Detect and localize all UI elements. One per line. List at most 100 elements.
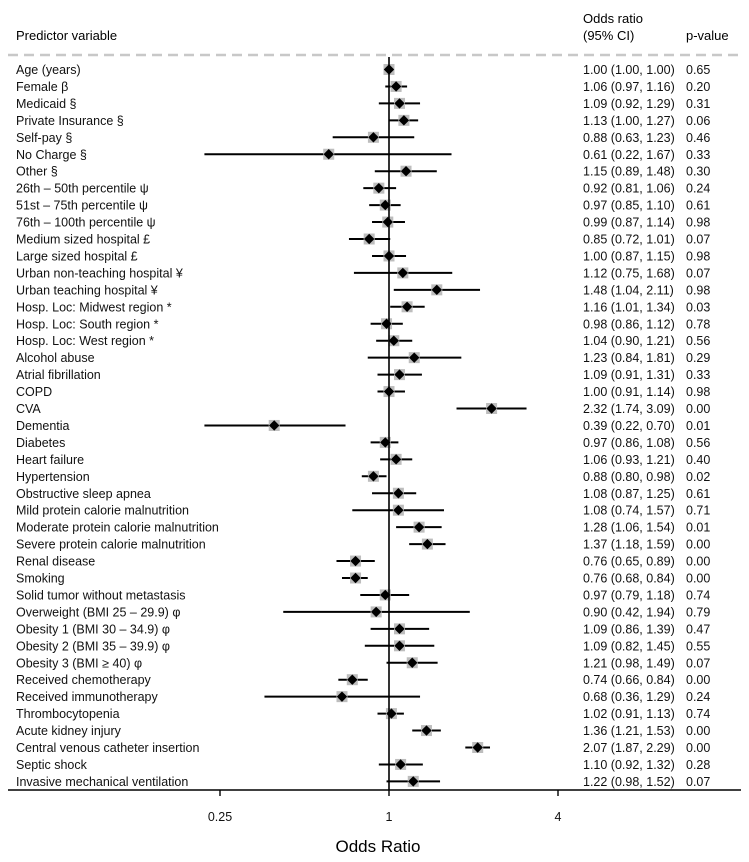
odds-ratio-marker bbox=[486, 403, 497, 414]
row-label: Solid tumor without metastasis bbox=[16, 588, 186, 602]
row-or-ci: 1.06 (0.97, 1.16) bbox=[583, 80, 675, 94]
odds-ratio-marker bbox=[397, 267, 409, 279]
forest-row: Overweight (BMI 25 – 29.9) φ 0.90 (0.42, … bbox=[16, 605, 710, 619]
odds-ratio-marker bbox=[407, 657, 418, 668]
odds-ratio-marker bbox=[400, 166, 412, 177]
row-p-value: 0.61 bbox=[686, 199, 710, 213]
row-p-value: 0.03 bbox=[686, 300, 710, 314]
row-label: Age (years) bbox=[16, 63, 81, 77]
row-or-ci: 1.12 (0.75, 1.68) bbox=[583, 266, 675, 280]
forest-row: Age (years) 1.00 (1.00, 1.00) 0.65 bbox=[16, 63, 710, 77]
row-p-value: 0.61 bbox=[686, 487, 710, 501]
odds-ratio-marker bbox=[409, 352, 420, 363]
row-p-value: 0.46 bbox=[686, 131, 710, 145]
header-p-value: p-value bbox=[686, 28, 729, 43]
odds-ratio-marker bbox=[350, 572, 361, 584]
row-or-ci: 0.99 (0.87, 1.14) bbox=[583, 216, 675, 230]
row-or-ci: 0.98 (0.86, 1.12) bbox=[583, 317, 675, 331]
row-label: Severe protein calorie malnutrition bbox=[16, 538, 206, 552]
row-or-ci: 1.09 (0.91, 1.31) bbox=[583, 368, 675, 382]
forest-row: Dementia 0.39 (0.22, 0.70) 0.01 bbox=[16, 419, 710, 433]
forest-row: Female β 1.06 (0.97, 1.16) 0.20 bbox=[16, 80, 710, 94]
row-p-value: 0.00 bbox=[686, 402, 710, 416]
row-p-value: 0.74 bbox=[686, 588, 710, 602]
row-p-value: 0.29 bbox=[686, 351, 710, 365]
row-or-ci: 0.97 (0.79, 1.18) bbox=[583, 588, 675, 602]
forest-row: Hosp. Loc: West region * 1.04 (0.90, 1.21… bbox=[16, 334, 710, 348]
row-or-ci: 1.09 (0.92, 1.29) bbox=[583, 97, 675, 111]
forest-row: Invasive mechanical ventilation 1.22 (0.9… bbox=[16, 775, 710, 789]
odds-ratio-marker bbox=[395, 759, 406, 770]
row-label: Received chemotherapy bbox=[16, 673, 152, 687]
row-p-value: 0.78 bbox=[686, 317, 710, 331]
row-or-ci: 1.00 (0.91, 1.14) bbox=[583, 385, 675, 399]
row-or-ci: 0.68 (0.36, 1.29) bbox=[583, 690, 675, 704]
row-or-ci: 0.74 (0.66, 0.84) bbox=[583, 673, 675, 687]
row-label: Self-pay § bbox=[16, 131, 72, 145]
header-odds-ratio: Odds ratio bbox=[583, 11, 643, 26]
row-p-value: 0.71 bbox=[686, 504, 710, 518]
forest-row: Renal disease 0.76 (0.65, 0.89) 0.00 bbox=[16, 555, 710, 569]
forest-row: Large sized hospital £ 1.00 (0.87, 1.15) 0… bbox=[16, 249, 710, 263]
row-label: 26th – 50th percentile ψ bbox=[16, 182, 149, 196]
row-or-ci: 1.13 (1.00, 1.27) bbox=[583, 114, 675, 128]
forest-row: Other § 1.15 (0.89, 1.48) 0.30 bbox=[16, 165, 710, 179]
row-or-ci: 0.76 (0.68, 0.84) bbox=[583, 572, 675, 586]
odds-ratio-marker bbox=[472, 742, 483, 753]
row-p-value: 0.98 bbox=[686, 385, 710, 399]
row-or-ci: 1.28 (1.06, 1.54) bbox=[583, 521, 675, 535]
row-p-value: 0.00 bbox=[686, 724, 710, 738]
row-p-value: 0.01 bbox=[686, 521, 710, 535]
odds-ratio-marker bbox=[368, 471, 379, 482]
odds-ratio-marker bbox=[336, 691, 348, 702]
row-label: Hosp. Loc: South region * bbox=[16, 317, 159, 331]
forest-row: Obesity 3 (BMI ≥ 40) φ 1.21 (0.98, 1.49) 0… bbox=[16, 656, 710, 670]
forest-row: Obstructive sleep apnea 1.08 (0.87, 1.25)… bbox=[16, 487, 710, 501]
row-label: Hypertension bbox=[16, 470, 90, 484]
row-label: Heart failure bbox=[16, 453, 84, 467]
row-p-value: 0.01 bbox=[686, 419, 710, 433]
row-or-ci: 1.23 (0.84, 1.81) bbox=[583, 351, 675, 365]
forest-row: Urban teaching hospital ¥ 1.48 (1.04, 2.1… bbox=[16, 283, 710, 297]
forest-row: Urban non-teaching hospital ¥ 1.12 (0.75,… bbox=[16, 266, 710, 280]
odds-ratio-marker bbox=[394, 623, 405, 635]
row-label: Thrombocytopenia bbox=[16, 707, 120, 721]
row-p-value: 0.07 bbox=[686, 775, 710, 789]
row-or-ci: 1.08 (0.74, 1.57) bbox=[583, 504, 675, 518]
forest-row: Moderate protein calorie malnutrition 1.2… bbox=[16, 521, 710, 535]
row-or-ci: 0.92 (0.81, 1.06) bbox=[583, 182, 675, 196]
header-predictor: Predictor variable bbox=[16, 28, 117, 43]
row-p-value: 0.28 bbox=[686, 758, 710, 772]
row-or-ci: 1.04 (0.90, 1.21) bbox=[583, 334, 675, 348]
row-label: Female β bbox=[16, 80, 68, 94]
row-label: CVA bbox=[16, 402, 41, 416]
odds-ratio-marker bbox=[401, 301, 413, 312]
x-tick-label: 0.25 bbox=[208, 810, 232, 824]
odds-ratio-marker bbox=[421, 725, 432, 736]
row-p-value: 0.98 bbox=[686, 216, 710, 230]
odds-ratio-marker bbox=[431, 284, 442, 296]
row-label: Alcohol abuse bbox=[16, 351, 95, 365]
row-label: Hosp. Loc: Midwest region * bbox=[16, 300, 172, 314]
row-label: Obesity 1 (BMI 30 – 34.9) φ bbox=[16, 622, 170, 636]
odds-ratio-marker bbox=[368, 132, 379, 143]
row-p-value: 0.00 bbox=[686, 555, 710, 569]
forest-row: Received immunotherapy 0.68 (0.36, 1.29) 0… bbox=[16, 690, 710, 704]
row-label: Hosp. Loc: West region * bbox=[16, 334, 154, 348]
forest-row: Obesity 1 (BMI 30 – 34.9) φ 1.09 (0.86, 1… bbox=[16, 622, 710, 636]
odds-ratio-marker bbox=[363, 233, 375, 245]
odds-ratio-marker bbox=[394, 640, 405, 651]
forest-row: 51st – 75th percentile ψ 0.97 (0.85, 1.10… bbox=[16, 199, 710, 213]
row-or-ci: 1.15 (0.89, 1.48) bbox=[583, 165, 675, 179]
row-p-value: 0.07 bbox=[686, 233, 710, 247]
row-label: Renal disease bbox=[16, 555, 95, 569]
odds-ratio-marker bbox=[380, 589, 391, 601]
forest-row: Obesity 2 (BMI 35 – 39.9) φ 1.09 (0.82, 1… bbox=[16, 639, 710, 653]
forest-row: Hosp. Loc: South region * 0.98 (0.86, 1.1… bbox=[16, 317, 710, 331]
forest-row: Diabetes 0.97 (0.86, 1.08) 0.56 bbox=[16, 436, 710, 450]
row-or-ci: 1.09 (0.82, 1.45) bbox=[583, 639, 675, 653]
row-p-value: 0.07 bbox=[686, 266, 710, 280]
odds-ratio-marker bbox=[398, 115, 410, 126]
row-p-value: 0.00 bbox=[686, 538, 710, 552]
